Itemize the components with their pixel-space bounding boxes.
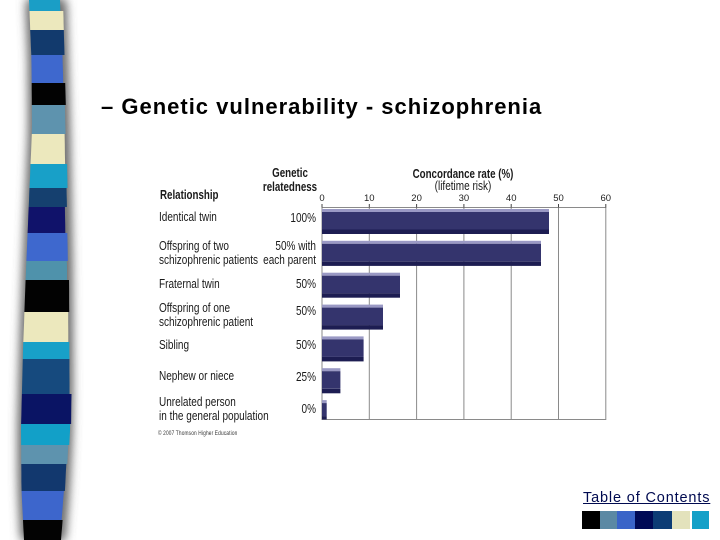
svg-text:60: 60 (601, 193, 612, 204)
svg-text:20: 20 (411, 193, 422, 204)
svg-text:30: 30 (459, 193, 470, 204)
svg-text:0: 0 (319, 193, 324, 204)
svg-text:50: 50 (553, 193, 564, 204)
svg-text:40: 40 (506, 193, 517, 204)
svg-text:10: 10 (364, 193, 375, 204)
